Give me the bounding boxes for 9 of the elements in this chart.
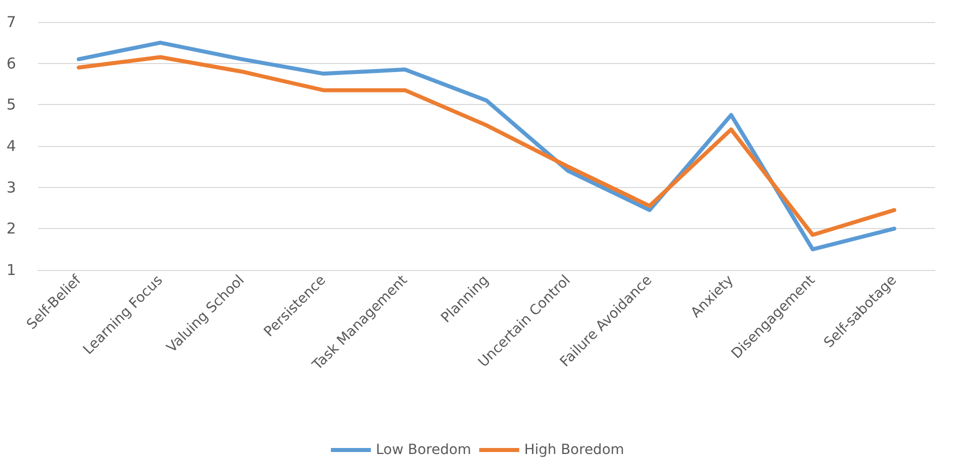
- legend-label: Low Boredom: [376, 442, 472, 458]
- y-tick-label: 6: [6, 54, 16, 72]
- legend-label: High Boredom: [524, 442, 624, 458]
- y-tick-label: 4: [6, 137, 16, 155]
- y-tick-label: 3: [6, 178, 16, 196]
- y-tick-label: 1: [6, 261, 16, 279]
- y-tick-label: 2: [6, 220, 16, 238]
- y-tick-label: 7: [6, 13, 16, 31]
- y-tick-label: 5: [6, 96, 16, 114]
